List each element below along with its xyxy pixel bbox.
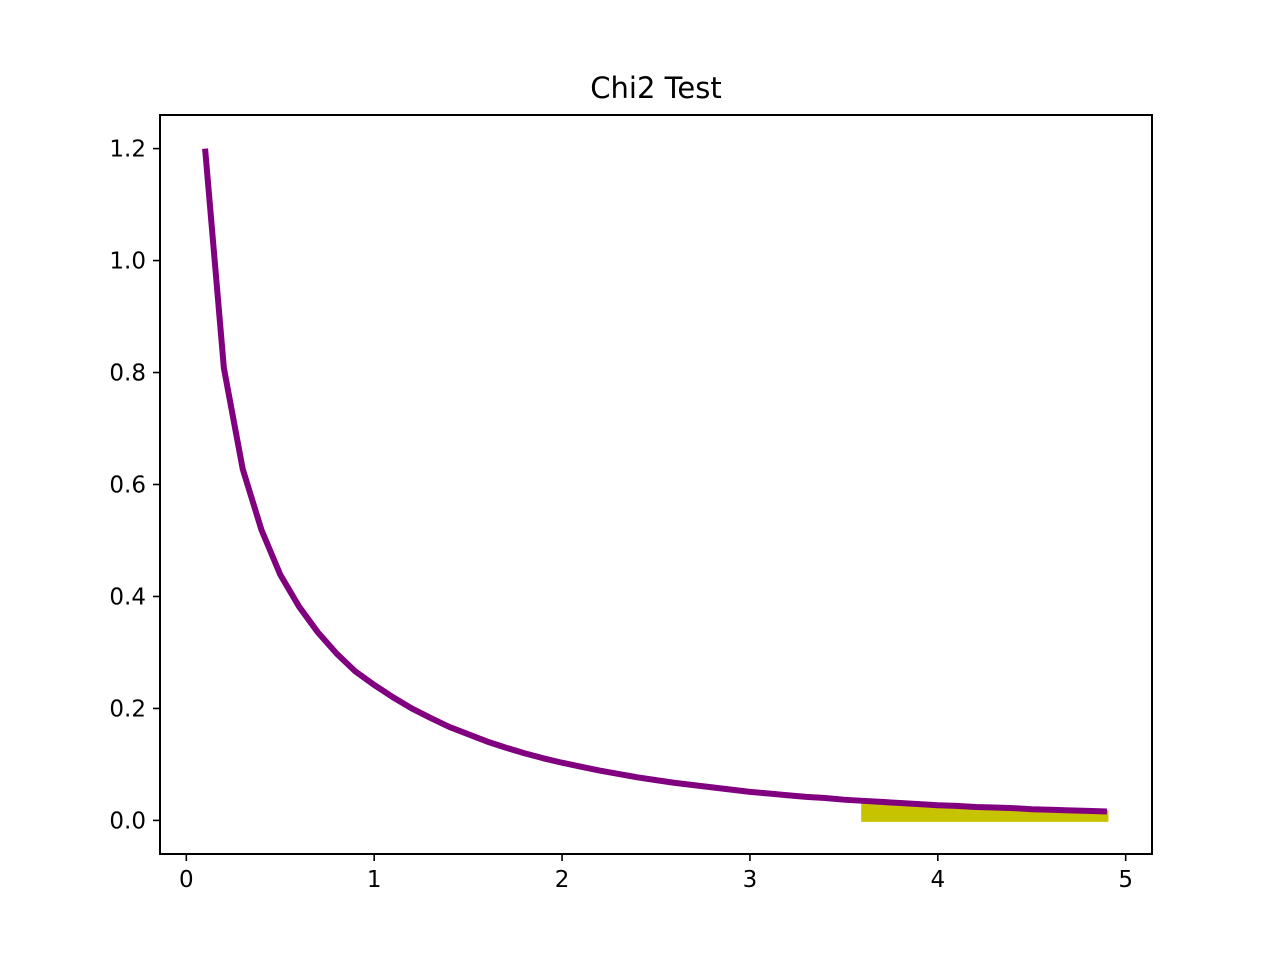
chi2-density-line — [202, 148, 1107, 815]
x-tick-label: 1 — [367, 867, 382, 893]
y-tick-label: 1.0 — [109, 249, 146, 275]
x-tick-label: 3 — [743, 867, 758, 893]
y-tick-label: 0.2 — [109, 696, 146, 722]
axes: 0 1 2 3 4 5 0.0 0.2 0.4 0.6 0.8 1.0 1.2 — [109, 114, 1153, 893]
y-tick-label: 1.2 — [109, 137, 146, 163]
x-tick-label: 0 — [179, 867, 194, 893]
y-tick-label: 0.0 — [109, 808, 146, 834]
y-tick-label: 0.6 — [109, 473, 146, 499]
chart-title: Chi2 Test — [590, 71, 721, 105]
x-tick-label: 4 — [930, 867, 945, 893]
x-tick-label: 2 — [555, 867, 570, 893]
x-tick-label: 5 — [1118, 867, 1133, 893]
y-tick-label: 0.4 — [109, 584, 146, 610]
y-tick-label: 0.8 — [109, 361, 146, 387]
plot-area — [202, 148, 1109, 822]
